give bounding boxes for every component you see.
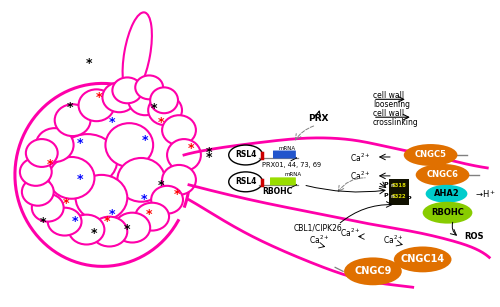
Ellipse shape [426,185,468,203]
Ellipse shape [162,115,196,145]
Text: *: * [40,216,46,229]
Ellipse shape [78,89,114,121]
Text: CNGC14: CNGC14 [400,255,444,264]
Ellipse shape [344,258,402,285]
Ellipse shape [102,82,136,112]
Ellipse shape [76,175,128,221]
Ellipse shape [122,12,152,95]
Text: RBOHC: RBOHC [431,208,464,217]
FancyBboxPatch shape [389,179,408,205]
Text: RSL4: RSL4 [235,150,256,160]
Text: CNGC9: CNGC9 [354,266,392,276]
Text: cell wall: cell wall [373,109,404,118]
Text: FF: FF [390,184,396,188]
Ellipse shape [135,203,169,231]
Text: *: * [158,116,164,129]
Text: Ca$^{2+}$: Ca$^{2+}$ [309,233,330,246]
Text: *: * [46,158,53,171]
Ellipse shape [20,158,52,186]
Ellipse shape [54,104,90,136]
Ellipse shape [416,164,470,186]
Text: *: * [206,146,212,158]
Text: PRX01, 44, 73, 69: PRX01, 44, 73, 69 [262,162,320,168]
Text: Ca$^{2+}$: Ca$^{2+}$ [350,152,370,164]
Ellipse shape [36,128,74,162]
Text: S318: S318 [392,183,406,188]
Ellipse shape [112,77,142,103]
Ellipse shape [228,145,262,165]
Text: S322: S322 [392,194,406,199]
Ellipse shape [32,194,64,222]
Text: *: * [96,91,102,104]
Text: cell wall: cell wall [373,91,404,100]
Text: Ca$^{2+}$: Ca$^{2+}$ [382,233,403,246]
Text: *: * [188,142,194,154]
Text: Ca$^{2+}$: Ca$^{2+}$ [350,170,370,182]
Ellipse shape [150,87,178,113]
Ellipse shape [22,178,54,206]
Text: ROS: ROS [464,232,484,241]
Ellipse shape [228,172,262,192]
Text: *: * [91,227,98,240]
Text: *: * [104,215,110,228]
Text: *: * [158,179,164,192]
Text: *: * [86,57,92,70]
Text: CNGC6: CNGC6 [426,170,458,179]
Text: *: * [146,208,152,221]
Text: Ca$^{2+}$: Ca$^{2+}$ [340,226,360,239]
Ellipse shape [404,144,458,166]
Ellipse shape [162,165,196,195]
Ellipse shape [167,139,201,171]
Ellipse shape [68,215,104,244]
Ellipse shape [48,157,94,199]
Text: *: * [142,134,148,146]
Text: *: * [76,137,83,150]
Text: crosslinking: crosslinking [373,118,418,127]
Text: *: * [62,197,69,210]
Text: CBL1/CIPK26: CBL1/CIPK26 [294,223,342,232]
Text: loosening: loosening [373,100,410,109]
Text: P: P [406,196,411,201]
Text: *: * [109,116,116,129]
Ellipse shape [48,208,82,235]
Text: *: * [141,193,148,206]
Ellipse shape [422,202,472,223]
Text: RBOHC: RBOHC [262,187,293,196]
Text: FF: FF [390,195,396,199]
Ellipse shape [58,134,118,186]
Ellipse shape [106,123,153,167]
Ellipse shape [148,95,182,125]
Text: *: * [109,208,116,221]
Text: *: * [174,188,180,201]
Text: *: * [151,102,158,115]
Ellipse shape [135,76,163,99]
Ellipse shape [151,186,183,214]
FancyBboxPatch shape [273,150,296,158]
Ellipse shape [118,158,165,202]
Text: mRNA: mRNA [285,173,302,177]
Text: *: * [72,215,78,228]
Text: mRNA: mRNA [279,146,296,150]
Ellipse shape [114,213,150,243]
Text: *: * [76,173,83,186]
Text: *: * [124,223,130,236]
Ellipse shape [26,139,58,167]
Text: *: * [66,101,73,114]
Ellipse shape [92,217,128,247]
Text: CNGC5: CNGC5 [414,150,446,160]
Text: *: * [206,151,212,165]
Text: AHA2: AHA2 [434,189,460,198]
Text: RSL4: RSL4 [235,177,256,186]
FancyBboxPatch shape [270,177,296,185]
Ellipse shape [394,247,452,272]
Text: PRX: PRX [308,114,328,123]
Text: →H$^+$: →H$^+$ [476,188,496,200]
Text: P: P [384,193,388,198]
Ellipse shape [128,85,162,115]
Text: P: P [384,182,388,187]
